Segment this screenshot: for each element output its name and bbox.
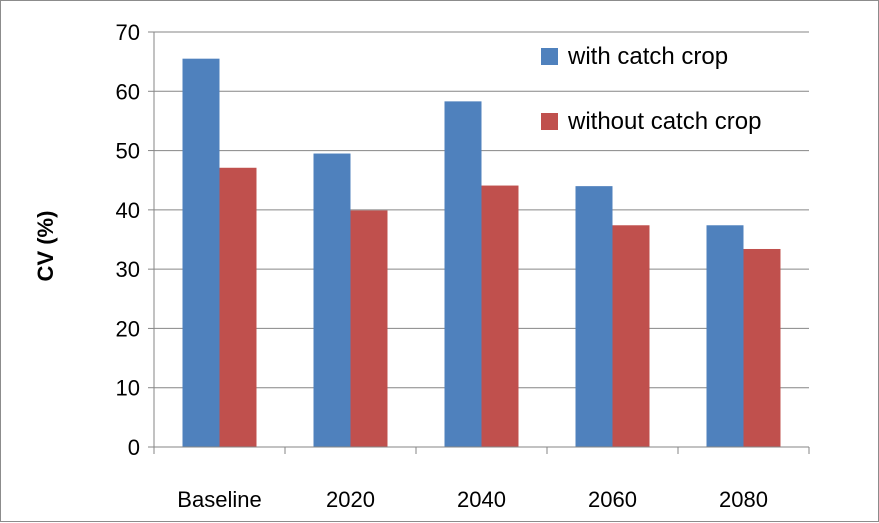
y-tick-label: 60	[116, 79, 140, 104]
bar-with-catch-crop	[706, 225, 744, 447]
y-tick-label: 40	[116, 198, 140, 223]
y-tick-label: 20	[116, 316, 140, 341]
x-tick-label: 2040	[457, 487, 506, 512]
bar-without-catch-crop	[350, 210, 388, 447]
y-tick-label: 0	[128, 435, 140, 460]
legend-swatch	[541, 48, 558, 65]
x-tick-label: 2020	[326, 487, 375, 512]
y-tick-label: 10	[116, 376, 140, 401]
x-tick-label: Baseline	[177, 487, 261, 512]
y-tick-label: 70	[116, 20, 140, 45]
y-tick-label: 50	[116, 139, 140, 164]
axes	[148, 31, 810, 454]
legend-label: without catch crop	[567, 108, 761, 135]
bar-without-catch-crop	[481, 185, 519, 448]
y-tick-labels: 0 10 20 30 40 50 60 70	[116, 20, 140, 460]
y-tick-label: 30	[116, 257, 140, 282]
x-tick-label: 2080	[719, 487, 768, 512]
bar-with-catch-crop	[444, 101, 482, 447]
bar-without-catch-crop	[612, 225, 650, 447]
y-axis-title: CV (%)	[33, 211, 58, 282]
legend-label: with catch crop	[567, 43, 728, 70]
bar-with-catch-crop	[182, 58, 220, 448]
legend: with catch crop without catch crop	[541, 43, 761, 135]
bar-with-catch-crop	[575, 186, 613, 447]
bar-with-catch-crop	[313, 153, 351, 448]
x-tick-labels: Baseline 2020 2040 2060 2080	[177, 487, 768, 512]
x-tick-label: 2060	[588, 487, 637, 512]
bar-without-catch-crop	[743, 248, 781, 447]
legend-swatch	[541, 113, 558, 130]
bar-without-catch-crop	[219, 167, 257, 447]
bars	[182, 58, 781, 448]
